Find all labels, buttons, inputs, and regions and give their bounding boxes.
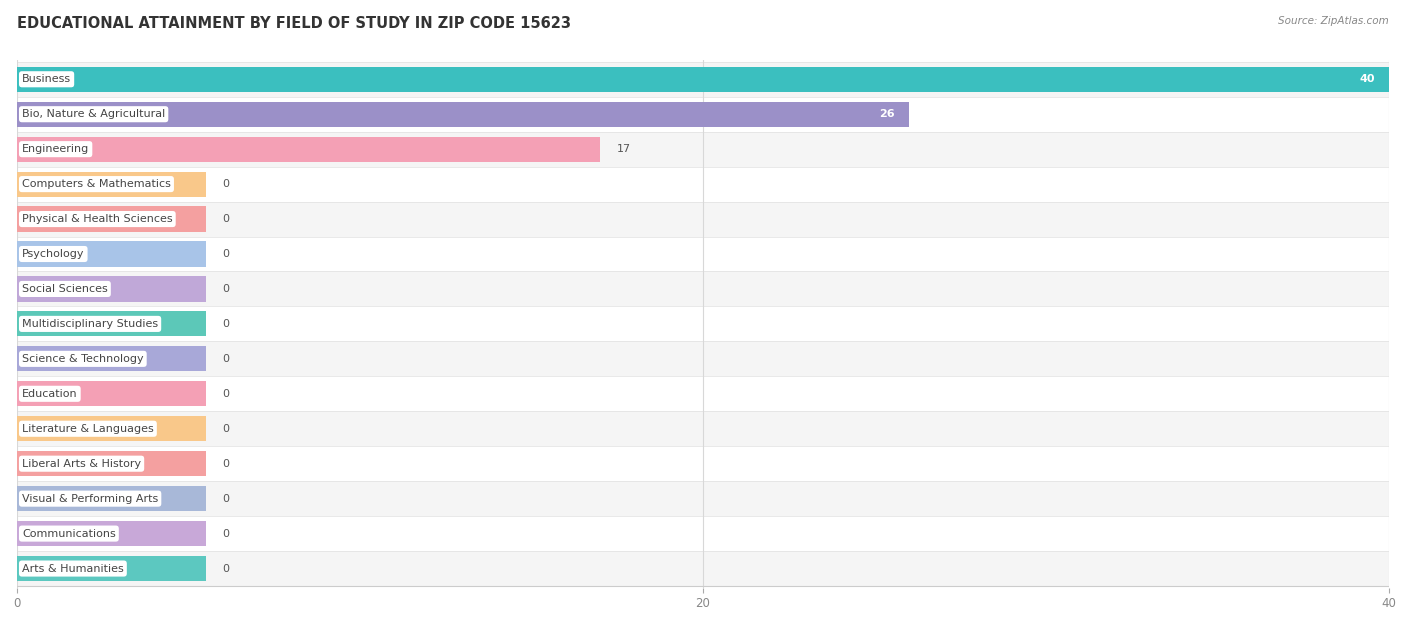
Bar [17,137,600,162]
Bar [17,381,205,406]
Text: Computers & Mathematics: Computers & Mathematics [22,179,172,189]
Text: Engineering: Engineering [22,144,89,154]
Bar [17,521,205,546]
Bar [17,207,205,232]
Bar [17,276,205,301]
Text: 0: 0 [222,354,229,364]
Text: Source: ZipAtlas.com: Source: ZipAtlas.com [1278,16,1389,26]
Bar [17,307,1389,341]
Text: Science & Technology: Science & Technology [22,354,143,364]
Bar [17,481,1389,516]
Bar [17,167,1389,202]
Bar [17,236,1389,272]
Text: Communications: Communications [22,528,115,538]
Text: 40: 40 [1360,75,1375,84]
Text: Bio, Nature & Agricultural: Bio, Nature & Agricultural [22,109,166,119]
Text: Arts & Humanities: Arts & Humanities [22,564,124,573]
Text: Physical & Health Sciences: Physical & Health Sciences [22,214,173,224]
Bar [17,312,205,336]
Bar [17,376,1389,411]
Bar [17,62,1389,97]
Bar [17,411,1389,446]
Text: Visual & Performing Arts: Visual & Performing Arts [22,494,159,504]
Text: 0: 0 [222,459,229,469]
Text: 0: 0 [222,284,229,294]
Text: EDUCATIONAL ATTAINMENT BY FIELD OF STUDY IN ZIP CODE 15623: EDUCATIONAL ATTAINMENT BY FIELD OF STUDY… [17,16,571,31]
Bar [17,102,908,127]
Bar [17,171,205,197]
Text: 0: 0 [222,564,229,573]
Text: 0: 0 [222,423,229,434]
Bar [17,131,1389,167]
Text: 0: 0 [222,249,229,259]
Text: 0: 0 [222,214,229,224]
Text: 0: 0 [222,494,229,504]
Text: Multidisciplinary Studies: Multidisciplinary Studies [22,319,157,329]
Bar [17,346,205,372]
Bar [17,451,205,477]
Bar [17,241,205,267]
Text: 26: 26 [880,109,896,119]
Bar [17,551,1389,586]
Bar [17,97,1389,131]
Bar [17,272,1389,307]
Text: Psychology: Psychology [22,249,84,259]
Text: Liberal Arts & History: Liberal Arts & History [22,459,141,469]
Text: Literature & Languages: Literature & Languages [22,423,153,434]
Bar [17,516,1389,551]
Text: Business: Business [22,75,72,84]
Bar [17,446,1389,481]
Text: Social Sciences: Social Sciences [22,284,108,294]
Bar [17,486,205,511]
Text: 0: 0 [222,389,229,399]
Bar [17,416,205,441]
Bar [17,202,1389,236]
Text: 0: 0 [222,528,229,538]
Bar [17,556,205,581]
Bar [17,341,1389,376]
Text: 17: 17 [617,144,631,154]
Bar [17,67,1389,92]
Text: 0: 0 [222,179,229,189]
Text: Education: Education [22,389,77,399]
Text: 0: 0 [222,319,229,329]
